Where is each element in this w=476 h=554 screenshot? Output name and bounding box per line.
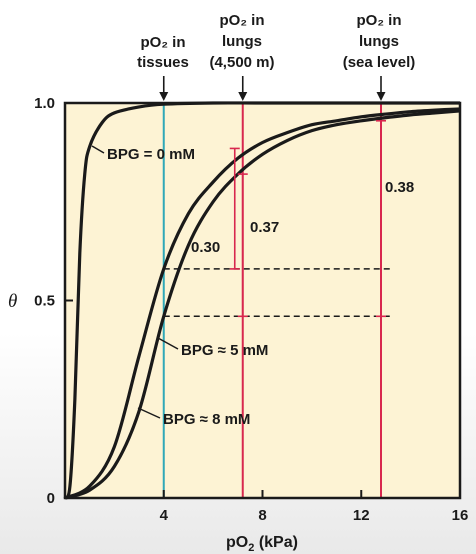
x-tick-label-0: 4 bbox=[160, 507, 169, 524]
bpg8-leader bbox=[137, 407, 161, 419]
x-tick-label-3: 16 bbox=[452, 507, 469, 524]
series-line-1 bbox=[64, 107, 461, 500]
interval-030-label: 0.30 bbox=[191, 239, 220, 256]
y-tick-label-1: 0.5 bbox=[34, 293, 55, 310]
bpg0-annotation: BPG = 0 mM bbox=[107, 146, 195, 163]
series-line-2 bbox=[64, 109, 461, 500]
y-tick-label-0: 0 bbox=[47, 490, 55, 507]
top-arrow-head-0 bbox=[159, 92, 169, 101]
lungs-sea-label-line3: (sea level) bbox=[343, 54, 416, 71]
top-arrow-head-1 bbox=[238, 92, 248, 101]
bpg8-annotation: BPG ≈ 8 mM bbox=[163, 411, 250, 428]
top-arrows bbox=[159, 76, 386, 101]
y-axis-title: θ bbox=[8, 291, 17, 312]
lungs-4500-label-line3: (4,500 m) bbox=[209, 54, 274, 71]
x-tick-label-1: 8 bbox=[258, 507, 266, 524]
tissue-label-line1: pO₂ in bbox=[141, 34, 186, 51]
interval-markers bbox=[229, 119, 386, 318]
lungs-sea-label-line2: lungs bbox=[359, 33, 399, 50]
top-arrow-head-2 bbox=[376, 92, 386, 101]
lungs-4500-label-line2: lungs bbox=[222, 33, 262, 50]
interval-038-label: 0.38 bbox=[385, 179, 414, 196]
tissue-label-line2: tissues bbox=[137, 54, 189, 71]
bpg5-annotation: BPG ≈ 5 mM bbox=[181, 342, 268, 359]
y-tick-label-2: 1.0 bbox=[34, 95, 55, 112]
lungs-sea-label: pO₂ in lungs (sea level) bbox=[343, 12, 416, 71]
x-axis-title: pO2 (kPa) bbox=[226, 534, 298, 554]
dashed-level-lines bbox=[163, 268, 391, 318]
lungs-4500-label: pO₂ in lungs (4,500 m) bbox=[209, 12, 274, 71]
x-tick-label-2: 12 bbox=[353, 507, 370, 524]
lungs-sea-label-line1: pO₂ in bbox=[357, 12, 402, 29]
interval-037-label: 0.37 bbox=[250, 219, 279, 236]
bpg0-leader bbox=[91, 145, 105, 154]
lungs-4500-label-line1: pO₂ in bbox=[220, 12, 265, 29]
tissue-label: pO₂ in tissues bbox=[137, 34, 189, 71]
bpg5-leader bbox=[157, 337, 179, 350]
axis-ticks: 4 8 12 16 0 0.5 1.0 bbox=[34, 95, 468, 524]
